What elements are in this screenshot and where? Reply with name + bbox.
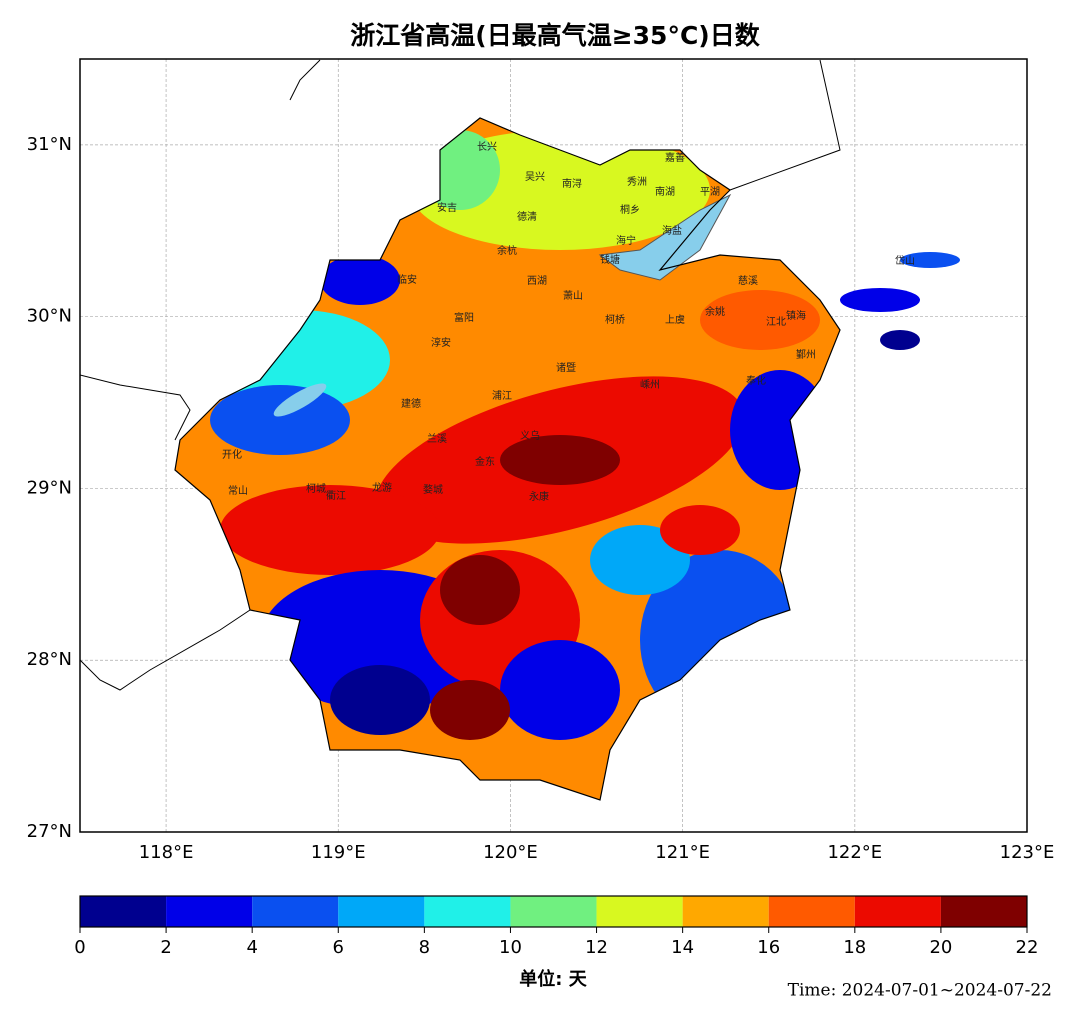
- x-tick-label: 121°E: [655, 842, 710, 863]
- x-tick-label: 123°E: [1000, 842, 1055, 863]
- colorbar-tick-label: 22: [1016, 937, 1039, 958]
- place-label: 奉化: [746, 374, 766, 387]
- place-label: 秀洲: [627, 176, 647, 188]
- colorbar-tick-label: 14: [671, 937, 694, 958]
- colorbar-segment: [338, 896, 425, 927]
- colorbar-frame: [79, 895, 1028, 928]
- colorbar-segment: [682, 896, 769, 927]
- place-label: 金东: [475, 455, 495, 468]
- x-tick-label: 119°E: [311, 842, 366, 863]
- place-label: 镇海: [786, 309, 806, 322]
- place-label: 浦江: [492, 389, 512, 402]
- colorbar-tick-label: 8: [419, 937, 430, 958]
- place-label: 钱塘: [600, 253, 620, 266]
- place-label: 义乌: [520, 429, 540, 442]
- place-label: 安吉: [437, 201, 457, 214]
- place-label: 海盐: [662, 224, 682, 237]
- colorbar-segment: [166, 896, 253, 927]
- place-label: 常山: [228, 484, 248, 497]
- place-label: 萧山: [563, 290, 583, 302]
- colorbar-segment: [80, 896, 167, 927]
- y-tick-label: 28°N: [27, 649, 72, 670]
- x-tick-label: 122°E: [827, 842, 882, 863]
- y-tick-label: 31°N: [27, 134, 72, 155]
- colorbar-tick-label: 2: [160, 937, 171, 958]
- place-label: 兰溪: [427, 432, 447, 445]
- colorbar-tick-label: 20: [929, 937, 952, 958]
- place-label: 柯城: [306, 482, 326, 495]
- place-label: 柯桥: [605, 313, 625, 326]
- place-label: 永康: [529, 490, 549, 503]
- colorbar-segment: [252, 896, 339, 927]
- time-range: Time: 2024-07-01~2024-07-22: [788, 981, 1052, 1001]
- y-tick-label: 30°N: [27, 306, 72, 327]
- place-label: 嘉善: [665, 151, 685, 164]
- place-label: 淳安: [431, 336, 451, 349]
- colorbar-tick-label: 0: [74, 937, 85, 958]
- colorbar-tick-label: 16: [757, 937, 780, 958]
- place-label: 吴兴: [525, 171, 545, 183]
- place-label: 江北: [766, 316, 786, 328]
- colorbar-segment: [596, 896, 683, 927]
- place-label: 南浔: [562, 177, 582, 190]
- colorbar-tick-label: 10: [499, 937, 522, 958]
- x-tick-label: 120°E: [483, 842, 538, 863]
- x-tick-label: 118°E: [139, 842, 194, 863]
- colorbar-label: 单位: 天: [519, 968, 587, 990]
- colorbar-segment: [940, 896, 1027, 927]
- colorbar-tick-label: 18: [843, 937, 866, 958]
- y-tick-label: 29°N: [27, 477, 72, 498]
- map-title: 浙江省高温(日最高气温≥35°C)日数: [350, 21, 760, 50]
- place-label: 慈溪: [738, 274, 758, 287]
- colorbar-tick-label: 12: [585, 937, 608, 958]
- place-label: 余姚: [705, 305, 725, 318]
- place-label: 余杭: [497, 244, 517, 257]
- colorbar-segment: [768, 896, 855, 927]
- place-label: 婺城: [423, 484, 443, 496]
- place-label: 龙游: [372, 481, 392, 494]
- place-label: 鄞州: [796, 348, 816, 361]
- place-label: 开化: [222, 448, 242, 461]
- place-label: 富阳: [454, 311, 474, 324]
- place-label: 衢江: [326, 490, 346, 502]
- plot-frame: [79, 58, 1028, 833]
- colorbar-tick-label: 4: [246, 937, 257, 958]
- place-label: 桐乡: [620, 203, 640, 216]
- colorbar-segment: [510, 896, 597, 927]
- colorbar-segment: [854, 896, 941, 927]
- place-label: 岱山: [895, 254, 915, 267]
- place-label: 诸暨: [556, 362, 576, 374]
- y-tick-label: 27°N: [27, 821, 72, 842]
- place-label: 德清: [517, 210, 537, 223]
- colorbar-tick-label: 6: [333, 937, 344, 958]
- place-label: 海宁: [616, 234, 636, 247]
- place-label: 建德: [401, 397, 421, 410]
- place-label: 西湖: [527, 275, 547, 287]
- place-label: 南湖: [655, 185, 675, 198]
- place-label: 长兴: [477, 141, 497, 153]
- place-label: 嵊州: [640, 378, 660, 391]
- place-label: 平湖: [700, 186, 720, 198]
- place-label: 上虞: [665, 313, 685, 326]
- place-label: 临安: [397, 273, 417, 286]
- colorbar-segment: [424, 896, 511, 927]
